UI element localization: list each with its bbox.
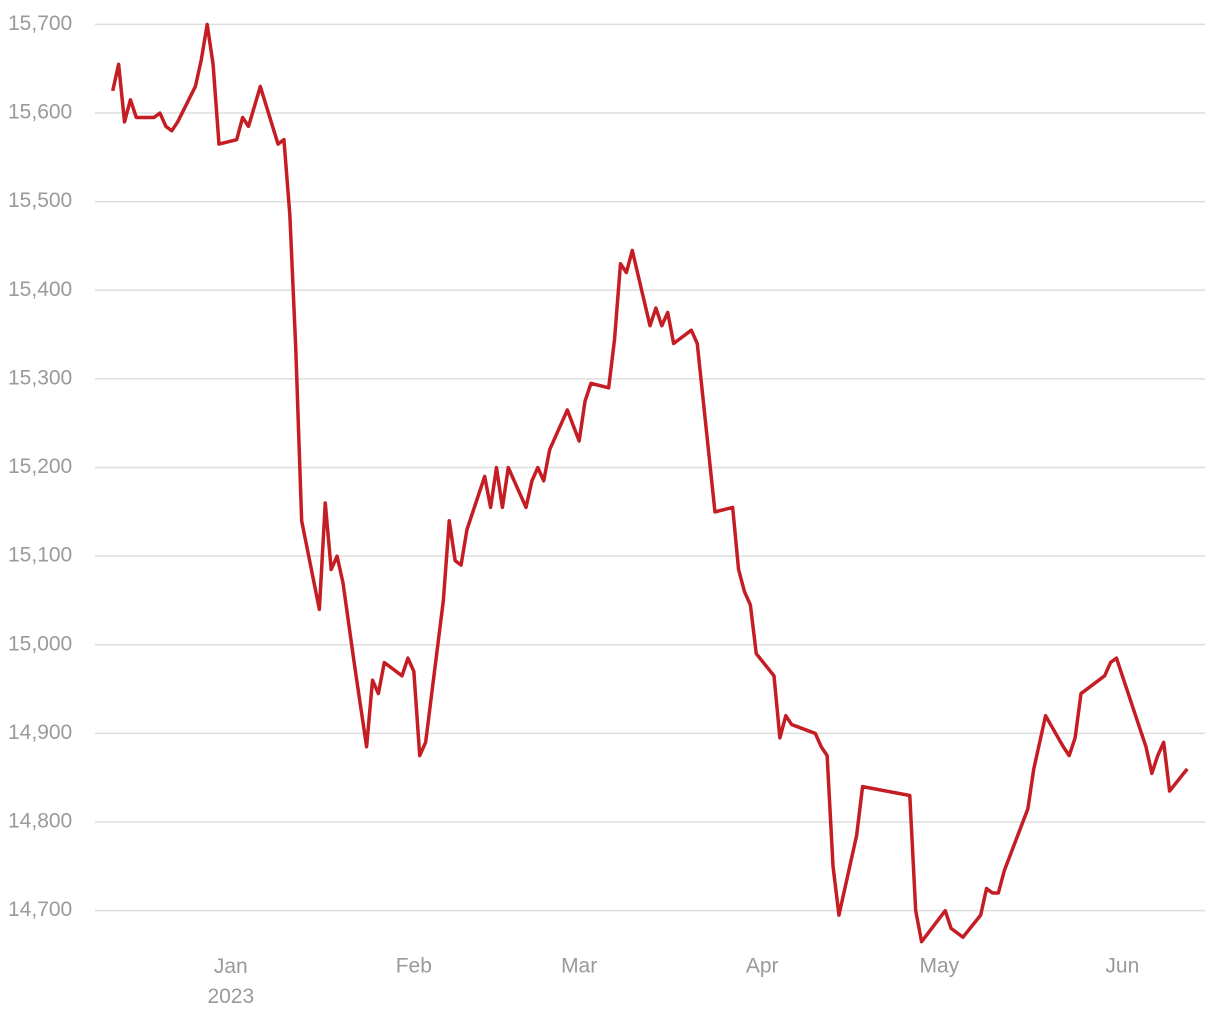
x-tick-label-line: Jan: [214, 955, 248, 978]
y-tick-label: 14,800: [8, 810, 72, 833]
y-tick-label: 15,200: [8, 455, 72, 478]
x-tick-label-line: 2023: [207, 985, 254, 1008]
x-tick-label: Jun: [1105, 955, 1139, 978]
x-tick-label: Mar: [561, 955, 597, 978]
x-tick-label: Apr: [746, 955, 779, 978]
y-tick-label: 15,500: [8, 189, 72, 212]
x-tick-label: Jan 2023: [207, 955, 254, 1008]
price-line: [111, 22, 1189, 944]
y-tick-label: 14,900: [8, 721, 72, 744]
x-tick-label: May: [919, 955, 959, 978]
y-tick-label: 15,400: [8, 278, 72, 301]
y-tick-label: 15,000: [8, 632, 72, 655]
y-tick-label: 15,300: [8, 366, 72, 389]
y-tick-label: 15,700: [8, 12, 72, 35]
y-tick-label: 14,700: [8, 898, 72, 921]
x-tick-label: Feb: [396, 955, 432, 978]
y-tick-label: 15,100: [8, 544, 72, 567]
y-tick-label: 15,600: [8, 101, 72, 124]
